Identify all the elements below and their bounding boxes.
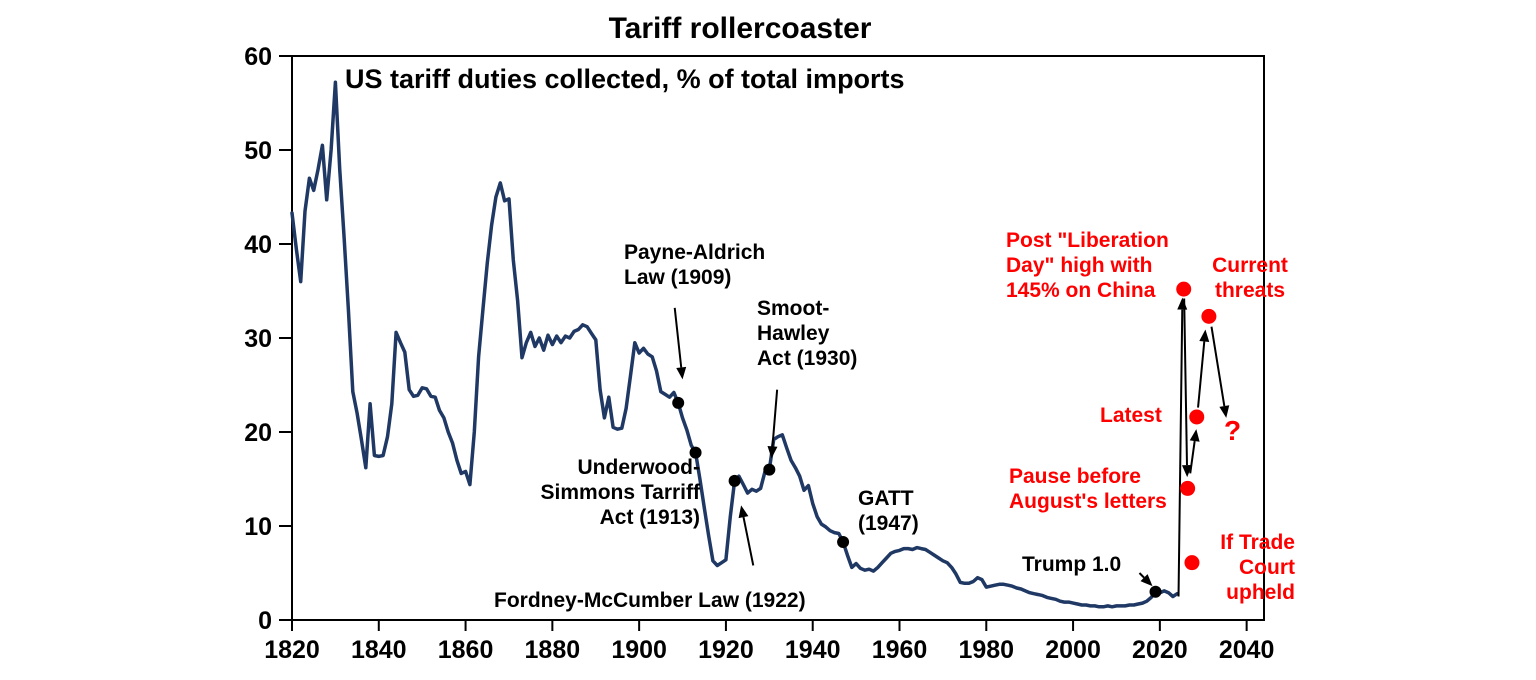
event-marker <box>763 463 776 476</box>
projection-marker <box>1180 480 1196 496</box>
chart-subtitle: US tariff duties collected, % of total i… <box>345 64 905 94</box>
y-axis-ticks: 0 10 20 30 40 50 60 <box>244 43 292 635</box>
annotation-current-threats: Current threats <box>1212 254 1288 302</box>
chart-title: Tariff rollercoaster <box>608 12 872 45</box>
y-tick-label: 60 <box>244 43 272 71</box>
event-marker <box>689 446 702 459</box>
x-tick-label: 2000 <box>1045 636 1101 664</box>
annotation-fordney-mccumber: Fordney-McCumber Law (1922) <box>494 589 806 612</box>
event-marker <box>672 396 685 409</box>
annotation-payne-aldrich: Payne-Aldrich Law (1909) <box>624 241 766 289</box>
annotation-smoot-hawley: Smoot- Hawley Act (1930) <box>757 297 858 370</box>
x-tick-label: 1960 <box>872 636 928 664</box>
x-axis-ticks: 1820 1840 1860 1880 1900 1920 1940 1960 1980 2000… <box>264 620 1274 664</box>
annotation-latest: Latest <box>1100 404 1162 427</box>
x-tick-label: 1980 <box>958 636 1014 664</box>
annotation-trump-1-0: Trump 1.0 <box>1022 553 1122 576</box>
event-marker <box>837 535 850 548</box>
event-markers <box>672 396 1162 598</box>
y-tick-label: 0 <box>258 607 272 635</box>
x-tick-label: 2020 <box>1132 636 1188 664</box>
annotation-arrows <box>673 297 1230 597</box>
annotation-gatt: GATT (1947) <box>858 487 919 535</box>
projection-marker <box>1201 308 1217 324</box>
projection-markers <box>1176 281 1217 571</box>
y-tick-label: 40 <box>244 231 272 259</box>
annotation-if-trade-court: If Trade Court upheld <box>1220 531 1295 604</box>
event-marker <box>728 474 741 487</box>
annotation-pause-august: Pause before August's letters <box>1009 465 1167 513</box>
x-tick-label: 1900 <box>611 636 667 664</box>
y-tick-label: 10 <box>244 513 272 541</box>
y-tick-label: 50 <box>244 137 272 165</box>
x-tick-label: 1820 <box>264 636 320 664</box>
event-marker <box>1149 585 1162 598</box>
projection-marker <box>1184 555 1200 571</box>
annotation-underwood-simmons: Underwood- Simmons Tarriff Act (1913) <box>540 456 700 529</box>
projection-marker <box>1189 409 1205 425</box>
annotation-liberation-day: Post "Liberation Day" high with 145% on … <box>1006 229 1169 302</box>
x-tick-label: 1880 <box>525 636 581 664</box>
x-tick-label: 1940 <box>785 636 841 664</box>
x-tick-label: 1920 <box>698 636 754 664</box>
y-tick-label: 30 <box>244 325 272 353</box>
annotation-question-mark: ? <box>1224 415 1242 446</box>
x-tick-label: 1840 <box>351 636 407 664</box>
tariff-line <box>290 80 1179 609</box>
y-tick-label: 20 <box>244 419 272 447</box>
x-tick-label: 2040 <box>1219 636 1275 664</box>
x-tick-label: 1860 <box>438 636 494 664</box>
projection-marker <box>1176 281 1192 297</box>
